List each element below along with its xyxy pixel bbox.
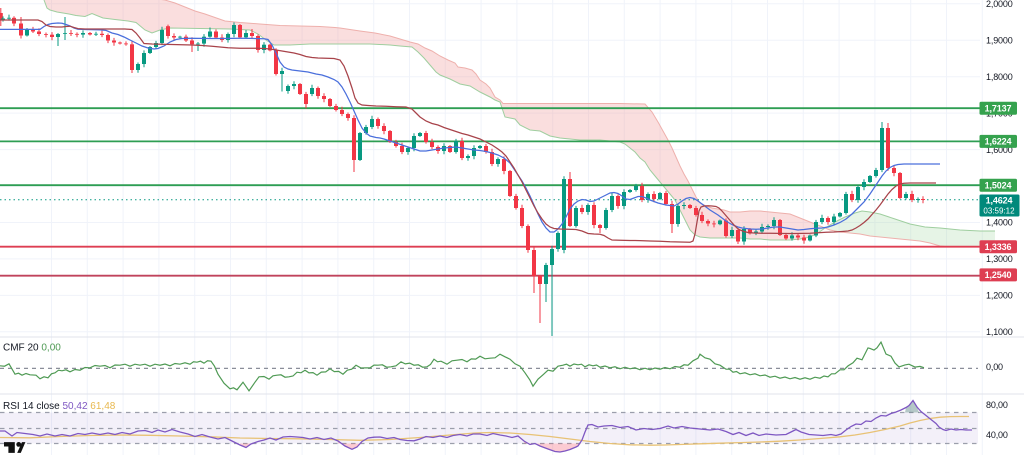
svg-text:1,1000: 1,1000 — [986, 327, 1013, 337]
svg-text:CMF 20 0,00: CMF 20 0,00 — [3, 343, 61, 354]
svg-text:1,9000: 1,9000 — [986, 35, 1013, 45]
svg-text:2,0000: 2,0000 — [986, 0, 1013, 9]
svg-text:1,7137: 1,7137 — [985, 104, 1012, 114]
svg-text:0,00: 0,00 — [986, 362, 1003, 372]
svg-text:80,00: 80,00 — [986, 400, 1008, 410]
svg-text:1,2000: 1,2000 — [986, 291, 1013, 301]
svg-text:1,4624: 1,4624 — [986, 196, 1013, 206]
svg-text:03:59:12: 03:59:12 — [983, 207, 1015, 216]
svg-text:40,00: 40,00 — [986, 430, 1008, 440]
svg-text:1,6224: 1,6224 — [985, 137, 1012, 147]
svg-text:1,6000: 1,6000 — [986, 145, 1013, 155]
svg-text:1,4000: 1,4000 — [986, 218, 1013, 228]
svg-text:1,3336: 1,3336 — [985, 242, 1012, 252]
svg-text:1,5024: 1,5024 — [985, 181, 1012, 191]
svg-text:1,3000: 1,3000 — [986, 254, 1013, 264]
svg-text:1,8000: 1,8000 — [986, 72, 1013, 82]
svg-text:1,2540: 1,2540 — [985, 270, 1012, 280]
svg-text:RSI 14 close 50,42 61,48: RSI 14 close 50,42 61,48 — [3, 401, 116, 412]
